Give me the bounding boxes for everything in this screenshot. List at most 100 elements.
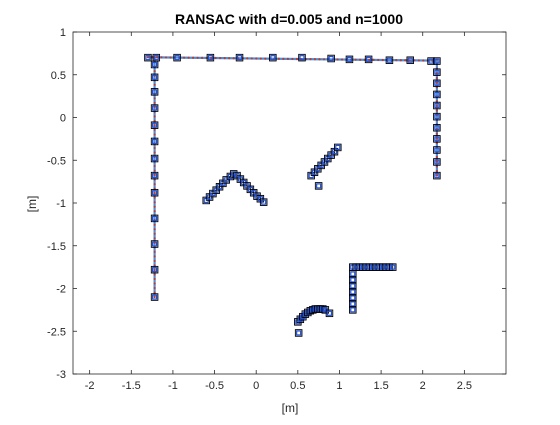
scan-point <box>350 283 356 289</box>
fit-marker <box>417 59 420 62</box>
y-tick-label: 0.5 <box>51 70 66 82</box>
fit-marker <box>153 164 156 168</box>
fit-marker <box>381 58 384 62</box>
scan-point-inlier-box <box>433 112 441 121</box>
y-tick-label: -0.5 <box>47 155 66 167</box>
scan-point <box>346 56 353 62</box>
fit-marker <box>153 259 156 263</box>
scan-point <box>174 55 180 61</box>
scan-point-inlier-box <box>433 90 441 99</box>
scan-point <box>434 58 440 64</box>
scan-point <box>270 55 276 61</box>
fit-marker <box>435 169 438 173</box>
x-tick-label: 2.5 <box>457 380 472 392</box>
x-tick-label: -0.5 <box>205 380 224 392</box>
fit-marker <box>422 59 425 62</box>
scan-point-inlier-box <box>298 53 306 62</box>
scan-point <box>328 55 334 62</box>
fit-marker <box>153 291 156 294</box>
fit-marker <box>153 295 156 299</box>
scan-point <box>434 102 440 109</box>
fit-marker <box>232 57 235 60</box>
scan-point-inlier-box <box>235 53 244 62</box>
scan-point <box>390 264 396 270</box>
fit-marker <box>435 132 438 135</box>
fit-marker <box>187 56 190 59</box>
scan-point <box>434 147 440 153</box>
scan-point <box>434 114 440 120</box>
fit-marker <box>210 56 213 60</box>
scan-point-inlier-box <box>259 198 268 206</box>
fit-marker <box>435 109 438 112</box>
scan-point <box>350 277 356 283</box>
fit-marker <box>153 228 156 231</box>
fit-marker <box>153 128 156 132</box>
y-tick-label: -1 <box>56 198 66 210</box>
fit-marker <box>153 106 156 109</box>
scan-point-inlier-box <box>144 53 152 62</box>
scan-point-inlier-box <box>150 104 159 112</box>
fit-marker <box>250 57 253 60</box>
scan-point-inlier-box <box>150 73 159 82</box>
scan-point-inlier-box <box>433 79 441 88</box>
fit-marker <box>153 250 156 253</box>
scan-point <box>152 190 158 196</box>
y-tick-label: -1.5 <box>47 241 66 253</box>
fit-marker <box>277 57 280 60</box>
fit-marker <box>246 57 249 60</box>
fit-marker <box>322 58 326 61</box>
scan-point <box>350 301 356 307</box>
scan-point-inlier-box <box>150 214 159 223</box>
fit-marker <box>435 81 438 84</box>
y-tick-label: -2 <box>56 284 66 296</box>
x-tick-label: 2 <box>420 380 426 392</box>
scan-point-inlier-box <box>150 188 159 197</box>
scan-point <box>152 74 158 80</box>
fit-marker <box>435 155 438 159</box>
fit-marker <box>399 59 402 62</box>
fit-marker <box>153 133 156 136</box>
scan-point <box>261 199 267 205</box>
scan-points <box>144 53 441 337</box>
fit-marker <box>435 160 438 163</box>
scan-point-inlier-box <box>150 171 159 180</box>
scan-point <box>366 56 372 62</box>
scan-point-inlier-box <box>349 282 357 290</box>
scan-point-inlier-box <box>433 101 441 110</box>
fit-marker <box>153 273 156 276</box>
scan-point-inlier-box <box>150 154 159 163</box>
scan-point-inlier-box <box>327 54 335 63</box>
scan-point-inlier-box <box>433 124 441 132</box>
scan-point-inlier-box <box>349 300 357 308</box>
scan-point-inlier-box <box>345 55 354 64</box>
x-tick-label: 0 <box>253 380 259 392</box>
scan-point-inlier-box <box>349 270 357 278</box>
scan-point <box>434 125 440 131</box>
fit-marker <box>153 183 156 186</box>
scan-point <box>152 173 158 179</box>
fit-marker <box>354 58 357 61</box>
scan-point <box>152 89 158 95</box>
fit-marker <box>153 255 156 258</box>
scan-point <box>350 307 356 313</box>
fit-marker <box>196 56 199 59</box>
fit-marker <box>264 57 267 60</box>
fit-marker <box>219 56 222 60</box>
fit-marker <box>153 205 156 208</box>
fit-marker <box>153 282 156 285</box>
chart-title: RANSAC with d=0.005 and n=1000 <box>175 11 403 27</box>
fit-marker <box>153 192 156 195</box>
fit-marker <box>336 58 339 61</box>
scan-point-inlier-box <box>173 53 181 62</box>
scan-point <box>207 55 213 61</box>
scan-point <box>299 55 305 61</box>
fit-marker <box>435 76 438 80</box>
scan-point-inlier-box <box>314 182 323 190</box>
fit-marker <box>435 165 438 168</box>
scan-point <box>145 55 151 61</box>
fit-marker <box>408 59 411 62</box>
fit-marker <box>164 56 168 59</box>
x-tick-label: 0.5 <box>290 380 305 392</box>
scan-point <box>326 310 333 316</box>
